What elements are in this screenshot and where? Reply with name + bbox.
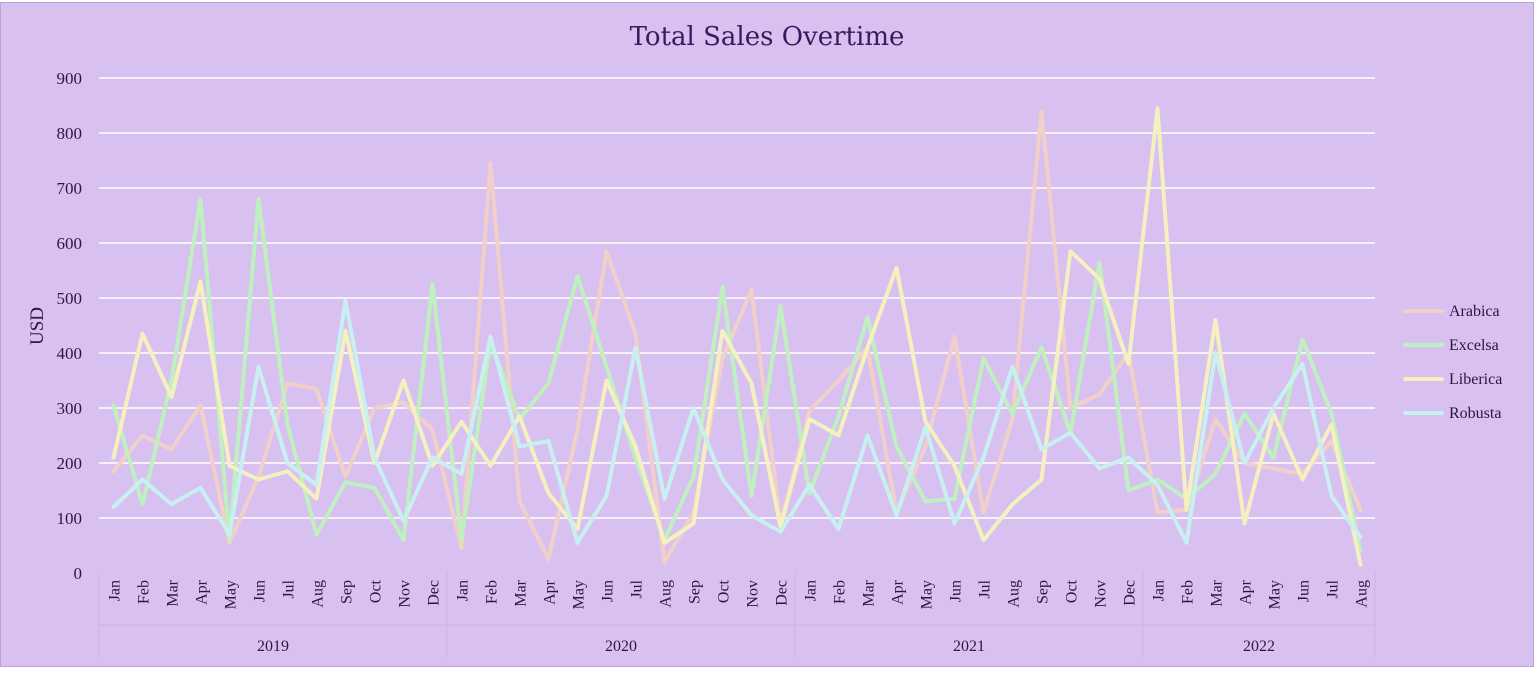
legend-label: Robusta xyxy=(1449,405,1501,422)
series-lines xyxy=(111,106,1363,567)
x-tick-label: Jun xyxy=(948,580,965,602)
x-tick-label: Mar xyxy=(165,579,182,606)
x-tick-label: Oct xyxy=(1064,579,1081,603)
x-axis: Jan Feb Mar Apr May Jun Jul Aug Sep Oct Nov Dec 2019… xyxy=(98,572,1376,658)
x-tick-label: Jun xyxy=(252,580,269,602)
year-label: 2020 xyxy=(605,638,637,655)
x-tick-label: Nov xyxy=(1093,580,1110,608)
x-tick-label: Mar xyxy=(513,579,530,606)
x-tick-label: Oct xyxy=(716,579,733,603)
x-tick-label: Sep xyxy=(339,580,356,604)
x-tick-label: Jul xyxy=(977,579,994,598)
x-tick-label: Jan xyxy=(803,580,820,601)
legend: Arabica Excelsa Liberica Robusta xyxy=(1403,303,1502,422)
x-tick-label: Feb xyxy=(832,580,849,604)
x-tick-label: May xyxy=(223,580,240,609)
x-tick-label: Mar xyxy=(1209,579,1226,606)
x-tick-label: Apr xyxy=(542,579,559,605)
x-tick-label: Sep xyxy=(1035,580,1052,604)
x-tick-label: Jun xyxy=(600,580,617,602)
y-tick-label: 600 xyxy=(57,234,83,253)
year-label: 2021 xyxy=(953,638,985,655)
series-line-arabica xyxy=(111,109,1363,564)
x-tick-label: Oct xyxy=(368,579,385,603)
y-tick-label: 700 xyxy=(57,179,83,198)
y-tick-label: 800 xyxy=(57,124,83,143)
series-line-robusta xyxy=(111,298,1363,545)
x-tick-label: Dec xyxy=(774,580,791,606)
series-line-liberica xyxy=(111,106,1363,567)
x-tick-label: Feb xyxy=(136,580,153,604)
x-tick-label: Jul xyxy=(629,579,646,598)
x-tick-label: May xyxy=(919,580,936,609)
x-tick-label: Mar xyxy=(861,579,878,606)
x-tick-label: Apr xyxy=(194,579,211,605)
year-label: 2019 xyxy=(257,638,289,655)
x-tick-label: Jun xyxy=(1296,580,1313,602)
y-tick-label: 400 xyxy=(57,344,83,363)
x-tick-label: May xyxy=(1267,580,1284,609)
x-tick-label: Nov xyxy=(397,580,414,608)
x-tick-label: Jul xyxy=(281,579,298,598)
y-tick-label: 200 xyxy=(57,454,83,473)
x-tick-label: Dec xyxy=(1122,580,1139,606)
legend-label: Arabica xyxy=(1449,303,1500,320)
legend-label: Excelsa xyxy=(1449,337,1499,354)
x-tick-label: Apr xyxy=(1238,579,1255,605)
x-tick-label: Jan xyxy=(455,580,472,601)
y-tick-label: 300 xyxy=(57,399,83,418)
y-tick-label: 500 xyxy=(57,289,83,308)
x-tick-label: Aug xyxy=(658,580,675,608)
x-tick-label: Aug xyxy=(310,580,327,608)
x-tick-label: Aug xyxy=(1006,580,1023,608)
y-axis-ticks: 0 100 200 300 400 500 600 700 800 900 xyxy=(57,69,83,583)
chart-title: Total Sales Overtime xyxy=(630,22,905,52)
legend-label: Liberica xyxy=(1449,371,1502,388)
y-tick-label: 0 xyxy=(74,564,83,583)
y-tick-label: 900 xyxy=(57,69,83,88)
x-tick-label: Jan xyxy=(107,580,124,601)
x-tick-label: Jan xyxy=(1151,580,1168,601)
x-tick-label: Dec xyxy=(426,580,443,606)
y-tick-label: 100 xyxy=(57,509,83,528)
x-tick-label: Feb xyxy=(1180,580,1197,604)
x-tick-label: Jul xyxy=(1325,579,1342,598)
x-tick-label: May xyxy=(571,580,588,609)
chart-container xyxy=(0,2,1534,667)
x-tick-label: Apr xyxy=(890,579,907,605)
year-label: 2022 xyxy=(1243,638,1275,655)
x-tick-label: Feb xyxy=(484,580,501,604)
x-tick-label: Nov xyxy=(745,580,762,608)
x-tick-label: Sep xyxy=(687,580,704,604)
x-tick-label: Aug xyxy=(1354,580,1371,608)
y-axis-label: USD xyxy=(27,307,48,345)
